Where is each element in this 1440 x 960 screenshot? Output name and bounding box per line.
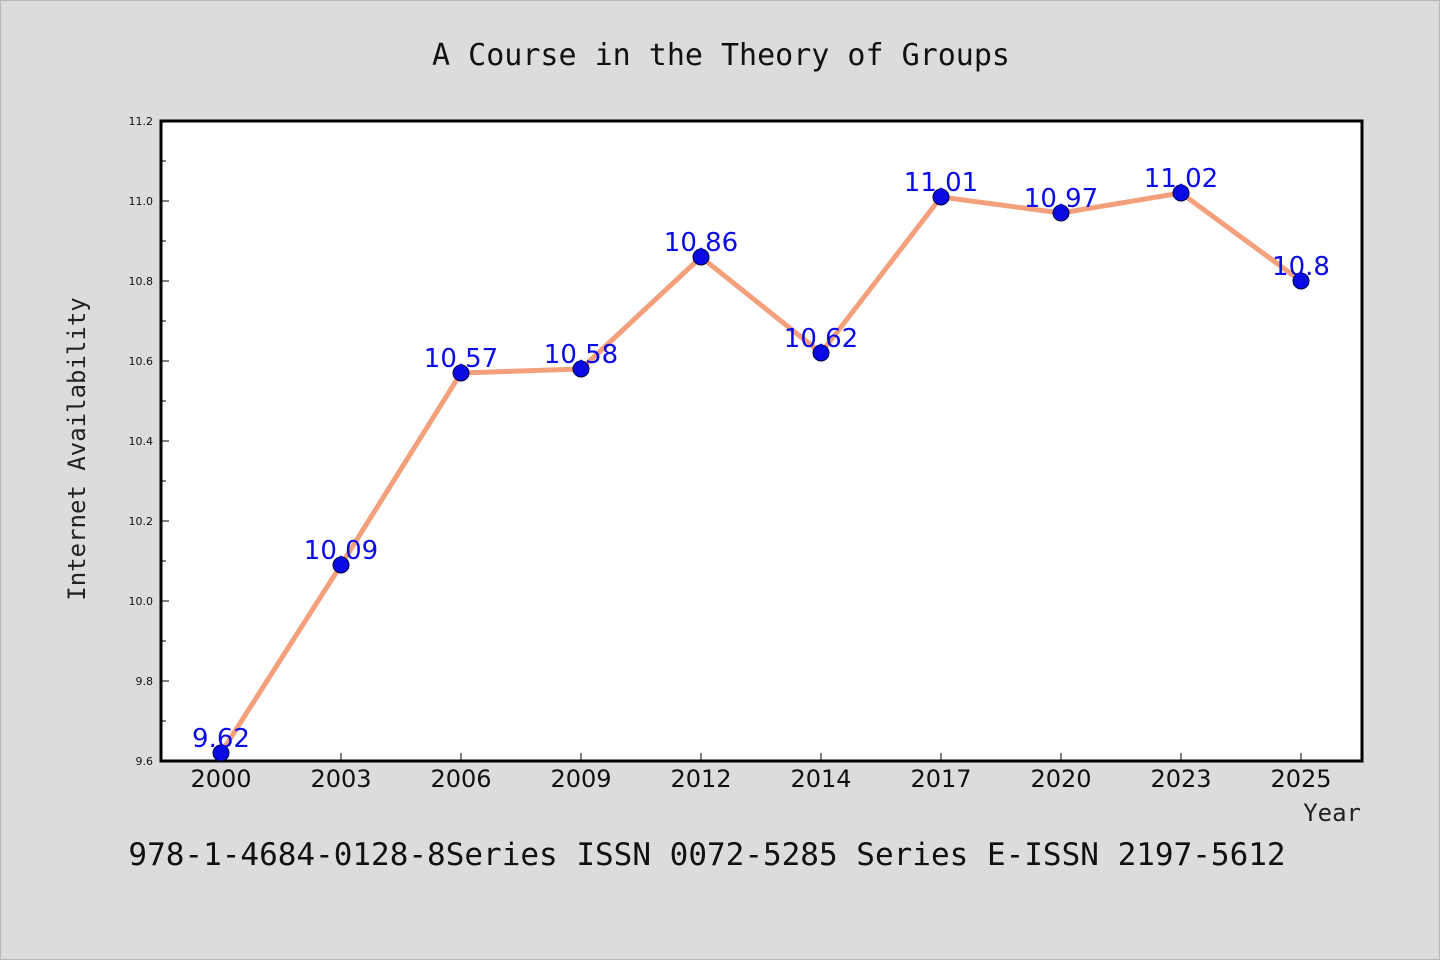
data-label: 9.62	[192, 724, 250, 754]
data-point	[572, 360, 590, 378]
x-tick-label: 2009	[550, 765, 611, 793]
data-labels: 9.62 10.09 10.57 10.58 10.86 10.62 11.01 10.97 1…	[192, 164, 1330, 754]
y-tick-label: 11.2	[129, 115, 154, 128]
y-tick-label: 10.2	[129, 515, 154, 528]
data-label: 10.97	[1024, 184, 1098, 214]
series-markers	[212, 184, 1310, 762]
series-line	[218, 190, 1303, 755]
data-label: 10.62	[784, 324, 858, 354]
x-tick-label: 2003	[310, 765, 371, 793]
data-point	[692, 248, 710, 266]
data-label: 10.86	[664, 228, 738, 258]
x-tick-label: 2025	[1270, 765, 1331, 793]
x-axis-label: Year	[1303, 799, 1361, 827]
data-label: 10.8	[1272, 252, 1330, 282]
data-label: 10.09	[304, 536, 378, 566]
data-label: 11.01	[904, 168, 978, 198]
x-tick-label: 2000	[190, 765, 251, 793]
x-tick-label: 2017	[910, 765, 971, 793]
y-tick-label: 10.8	[129, 275, 154, 288]
data-point	[1292, 272, 1310, 290]
data-point	[1052, 204, 1070, 222]
y-tick-label: 9.8	[136, 675, 154, 688]
x-tick-label: 2012	[670, 765, 731, 793]
data-label: 10.57	[424, 344, 498, 374]
x-tick-label: 2020	[1030, 765, 1091, 793]
y-tick-label: 11.0	[129, 195, 154, 208]
data-point	[452, 364, 470, 382]
x-tick-label: 2014	[790, 765, 851, 793]
chart-title: A Course in the Theory of Groups	[432, 38, 1010, 73]
data-point	[212, 744, 230, 762]
y-tick-label: 9.6	[136, 755, 154, 768]
data-label: 10.58	[544, 340, 618, 370]
plot-area	[159, 119, 1364, 763]
x-tick-label: 2006	[430, 765, 491, 793]
data-point	[812, 344, 830, 362]
isbn-caption: 978-1-4684-0128-8Series ISSN 0072-5285 S…	[128, 837, 1285, 873]
data-point	[1172, 184, 1190, 202]
y-tick-label: 10.0	[129, 595, 154, 608]
x-axis: 2000 2003 2006 2009 2012 2014 2017 2020 2023 2025	[190, 753, 1332, 793]
y-tick-label: 10.6	[129, 355, 154, 368]
data-point	[932, 188, 950, 206]
y-tick-label: 10.4	[129, 435, 154, 448]
data-label: 11.02	[1144, 164, 1218, 194]
data-point	[332, 556, 350, 574]
y-axis: 9.6 9.8 10.0 10.2 10.4 10.6 10.8 11.0 11.2	[129, 115, 169, 768]
x-tick-label: 2023	[1150, 765, 1211, 793]
y-axis-label: Internet Availability	[63, 297, 91, 600]
